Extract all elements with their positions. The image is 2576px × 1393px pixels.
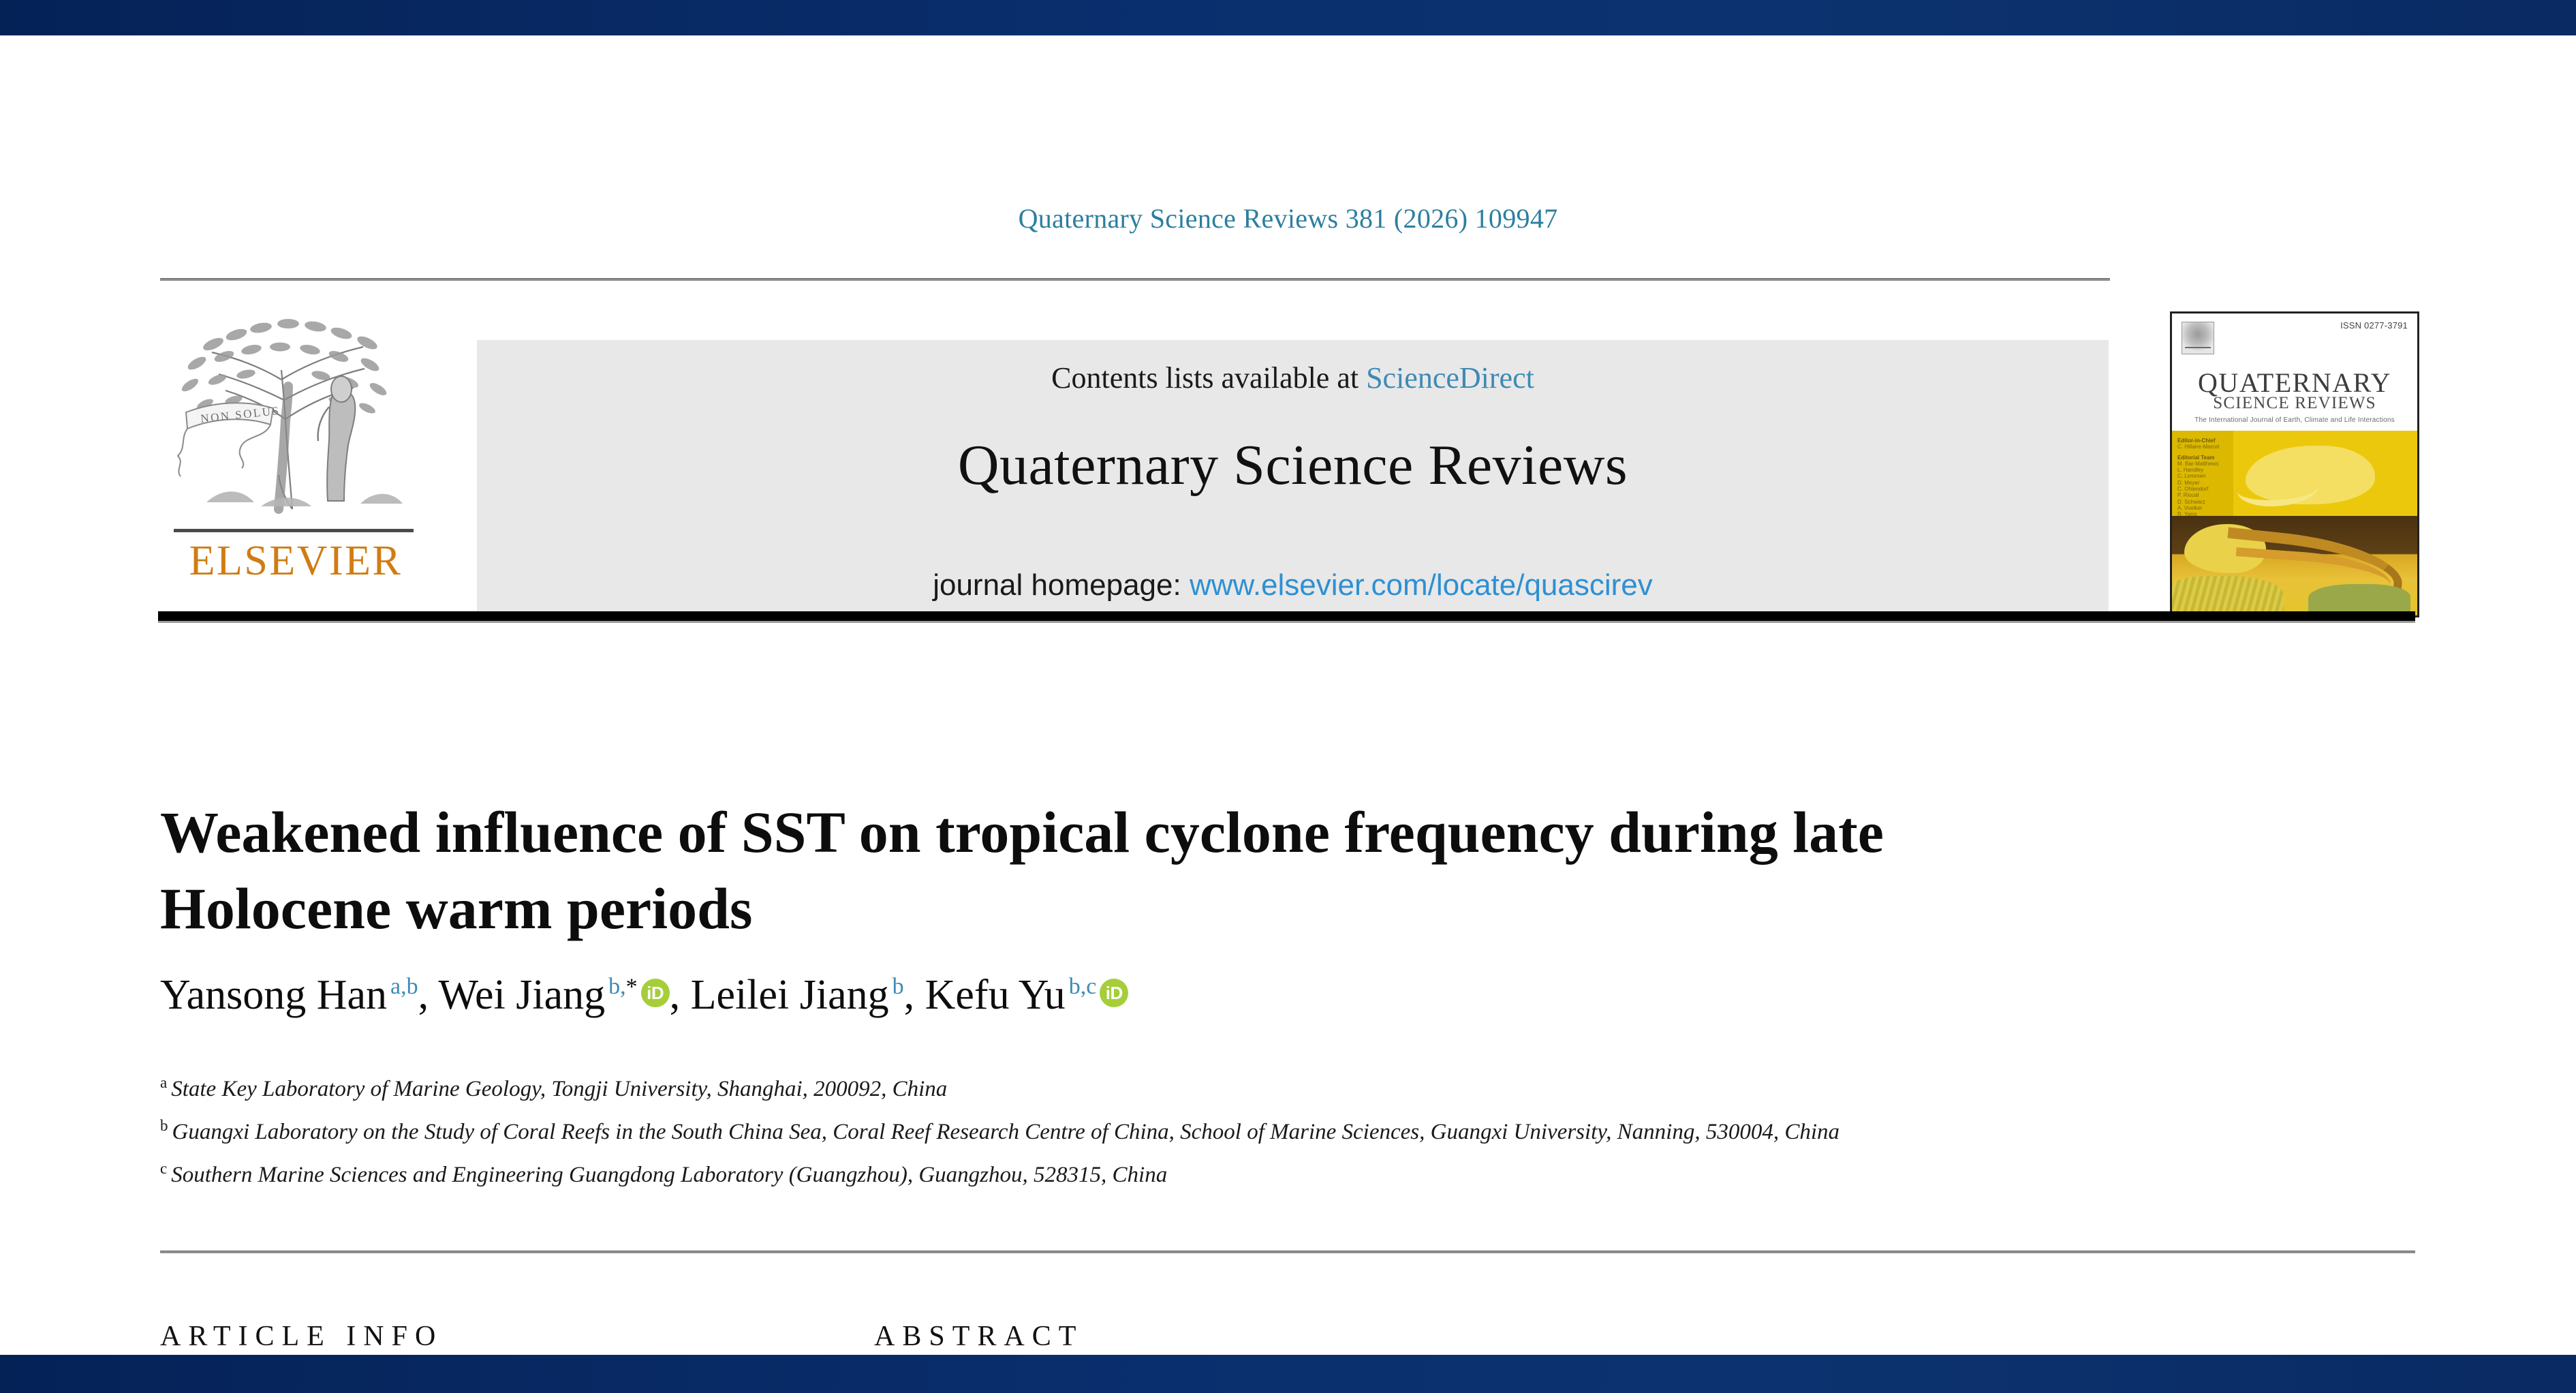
masthead-top-rule <box>160 278 2110 281</box>
author-item: Yansong Han a,b <box>160 972 418 1018</box>
orcid-icon[interactable]: iD <box>1100 978 1129 1007</box>
corresponding-author-mark: * <box>625 974 638 999</box>
affiliation-mark: b <box>160 1117 168 1134</box>
author-name: Yansong Han <box>160 971 388 1018</box>
scholar-figure <box>317 376 356 502</box>
cover-editorial-text: Editor-in-Chief C. Hillaire-Marcel Edito… <box>2177 438 2219 530</box>
journal-title: Quaternary Science Reviews <box>957 433 1628 497</box>
cover-yellow-band: Editor-in-Chief C. Hillaire-Marcel Edito… <box>2172 431 2417 530</box>
affiliation-text: Guangxi Laboratory on the Study of Coral… <box>172 1120 1840 1144</box>
author-affiliation-mark: b, <box>608 974 626 999</box>
non-solus-banner: NON SOLUS <box>176 402 281 477</box>
abstract-heading: ABSTRACT <box>874 1321 1084 1352</box>
author-list: Yansong Han a,b, Wei Jiang b,* iD, Leilei J… <box>160 959 2136 1023</box>
author-name: Leilei Jiang <box>690 971 889 1018</box>
contents-prefix-text: Contents lists available at <box>1051 361 1367 395</box>
cover-editorial-team-label: Editorial Team <box>2177 454 2215 461</box>
affiliation-item: a State Key Laboratory of Marine Geology,… <box>160 1065 2218 1107</box>
section-separator-rule <box>160 1251 2415 1253</box>
author-separator: , <box>669 971 691 1018</box>
article-title: Weakened influence of SST on tropical cy… <box>160 799 1884 941</box>
author-item: Leilei Jiang b <box>691 972 904 1018</box>
affiliation-item: c Southern Marine Sciences and Engineerin… <box>160 1150 2218 1193</box>
contents-lists-line: Contents lists available at ScienceDirec… <box>477 361 2109 395</box>
cover-elsevier-logo-icon <box>2182 322 2214 354</box>
author-item: Wei Jiang b,* iD <box>439 972 670 1018</box>
document-page: Quaternary Science Reviews 381 (2026) 10… <box>0 35 2576 1391</box>
journal-homepage-link[interactable]: www.elsevier.com/locate/quascirev <box>1189 568 1653 602</box>
journal-homepage-line: journal homepage: www.elsevier.com/locat… <box>477 568 2109 602</box>
cover-title-sub: SCIENCE REVIEWS <box>2213 394 2376 412</box>
author-name: Kefu Yu <box>925 971 1066 1018</box>
elsevier-wordmark: ELSEVIER <box>189 538 403 584</box>
affiliation-mark: a <box>160 1074 168 1091</box>
journal-cover-thumbnail[interactable]: ISSN 0277-3791 QUATERNARY SCIENCE REVIEW… <box>2170 311 2419 617</box>
cover-green-stone <box>2308 584 2410 615</box>
viewer-bottom-bar <box>0 1355 2576 1393</box>
author-item: Kefu Yu b,c iD <box>925 972 1129 1018</box>
cover-editorial-panel <box>2172 431 2233 516</box>
running-head-citation: Quaternary Science Reviews 381 (2026) 10… <box>1018 203 1558 234</box>
author-affiliation-mark: a,b <box>390 974 418 999</box>
sciencedirect-link[interactable]: ScienceDirect <box>1366 361 1534 395</box>
author-affiliation-mark: b,c <box>1068 974 1097 999</box>
elsevier-logo-baseline <box>174 529 414 532</box>
elsevier-logo: NON SOLUS E <box>160 305 426 591</box>
affiliation-mark: c <box>160 1160 168 1177</box>
affiliation-item: b Guangxi Laboratory on the Study of Cora… <box>160 1107 2218 1150</box>
affiliation-text: Southern Marine Sciences and Engineering… <box>171 1163 1168 1187</box>
affiliation-list: a State Key Laboratory of Marine Geology,… <box>160 1065 2218 1193</box>
elsevier-tree-icon: NON SOLUS <box>176 319 403 514</box>
homepage-prefix-text: journal homepage: <box>933 568 1190 602</box>
cover-title-main: QUATERNARY <box>2198 367 2391 398</box>
author-affiliation-mark: b <box>892 974 904 999</box>
cover-mammoth-tusk-silhouette <box>2237 470 2319 506</box>
author-separator: , <box>903 971 925 1018</box>
masthead-grey-band: Contents lists available at ScienceDirec… <box>477 340 2109 623</box>
journal-masthead: NON SOLUS E <box>160 305 2419 623</box>
viewer-top-bar <box>0 0 2576 35</box>
cover-mammoth-skull <box>2184 524 2266 573</box>
cover-photograph <box>2172 516 2417 615</box>
article-info-heading: ARTICLE INFO <box>160 1321 444 1352</box>
cover-issn: ISSN 0277-3791 <box>2340 320 2408 331</box>
affiliation-text: State Key Laboratory of Marine Geology, … <box>171 1077 948 1101</box>
orcid-icon[interactable]: iD <box>640 978 670 1007</box>
author-name: Wei Jiang <box>438 971 606 1018</box>
cover-editor-in-chief-label: Editor-in-Chief <box>2177 438 2216 444</box>
cover-editor-in-chief: C. Hillaire-Marcel <box>2177 444 2220 450</box>
cover-tagline: The International Journal of Earth, Clim… <box>2194 416 2395 424</box>
masthead-bottom-bar <box>158 611 2415 623</box>
cover-coral-texture <box>2172 576 2284 615</box>
author-separator: , <box>418 971 439 1018</box>
